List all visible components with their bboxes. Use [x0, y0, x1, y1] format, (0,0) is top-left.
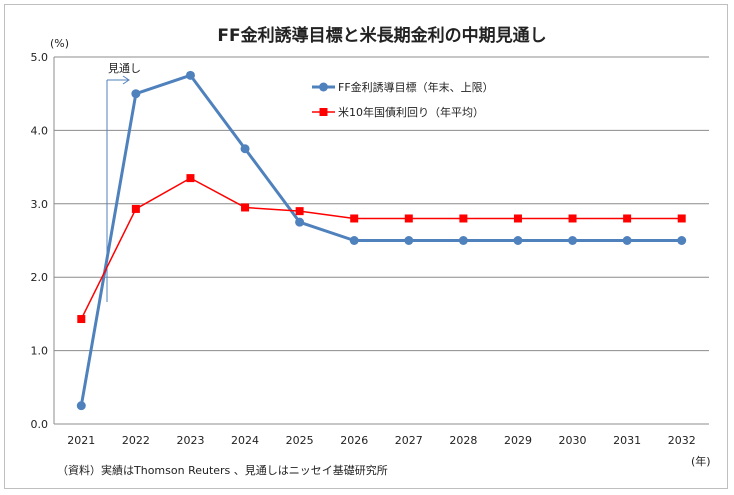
- data-point: [131, 89, 141, 99]
- y-tick-label: 0.0: [31, 418, 49, 431]
- x-tick-label: 2029: [504, 434, 532, 447]
- chart-title: FF金利誘導目標と米長期金利の中期見通し: [217, 25, 546, 46]
- series-line-0: [79, 73, 682, 406]
- data-point: [76, 401, 86, 411]
- y-tick-label: 4.0: [31, 124, 49, 137]
- series-line-1: [80, 177, 682, 320]
- x-tick-label: 2028: [449, 434, 477, 447]
- data-point: [677, 214, 686, 223]
- x-tick-label: 2026: [340, 434, 368, 447]
- data-point: [622, 236, 632, 245]
- data-point: [568, 214, 577, 223]
- chart-frame: [4, 4, 728, 489]
- forecast-label: 見通し: [108, 62, 141, 75]
- legend-label: 米10年国債利回り（年平均）: [338, 105, 484, 119]
- data-point: [350, 214, 359, 223]
- data-point: [241, 203, 250, 212]
- data-point: [131, 204, 140, 213]
- series-lines: [76, 70, 687, 411]
- data-point: [404, 236, 414, 245]
- data-point: [513, 214, 522, 223]
- legend-marker-1: [319, 108, 328, 116]
- data-point: [349, 236, 359, 245]
- y-tick-label: 5.0: [31, 51, 49, 64]
- data-point: [240, 144, 250, 154]
- legend-marker-0: [319, 82, 328, 92]
- gridlines: [54, 56, 709, 352]
- data-point: [186, 174, 195, 183]
- x-tick-label: 2021: [67, 434, 95, 447]
- x-tick-label: 2025: [286, 434, 314, 447]
- data-point: [459, 214, 468, 223]
- y-axis-unit-label: (%): [50, 37, 69, 50]
- data-point: [295, 217, 305, 227]
- x-tick-label: 2023: [176, 434, 204, 447]
- legend: FF金利誘導目標（年末、上限） 米10年国債利回り（年平均）: [312, 80, 494, 119]
- data-point: [513, 236, 523, 245]
- data-point: [677, 236, 687, 245]
- legend-label: FF金利誘導目標（年末、上限）: [338, 80, 494, 94]
- x-tick-labels: 2021 2022 2023 2024 2025 2026 2027 2028 2029 2030…: [67, 434, 695, 447]
- x-tick-label: 2022: [122, 434, 150, 447]
- x-axis-unit-label: (年): [691, 454, 711, 468]
- y-tick-label: 1.0: [31, 345, 49, 358]
- data-point: [568, 236, 578, 245]
- axes: [53, 57, 709, 425]
- data-point: [623, 214, 632, 223]
- x-tick-label: 2032: [668, 434, 696, 447]
- x-tick-label: 2024: [231, 434, 259, 447]
- data-point: [77, 315, 86, 324]
- y-tick-label: 2.0: [31, 271, 49, 284]
- data-point: [185, 70, 195, 80]
- x-tick-label: 2030: [559, 434, 587, 447]
- y-tick-labels: 0.0 1.0 2.0 3.0 4.0 5.0: [31, 51, 49, 431]
- x-tick-label: 2027: [395, 434, 423, 447]
- x-tick-label: 2031: [613, 434, 641, 447]
- y-tick-label: 3.0: [31, 198, 49, 211]
- data-point: [295, 207, 304, 216]
- source-footnote: （資料）実績はThomson Reuters 、見通しはニッセイ基礎研究所: [57, 463, 388, 477]
- data-point: [404, 214, 413, 223]
- data-point: [458, 236, 468, 245]
